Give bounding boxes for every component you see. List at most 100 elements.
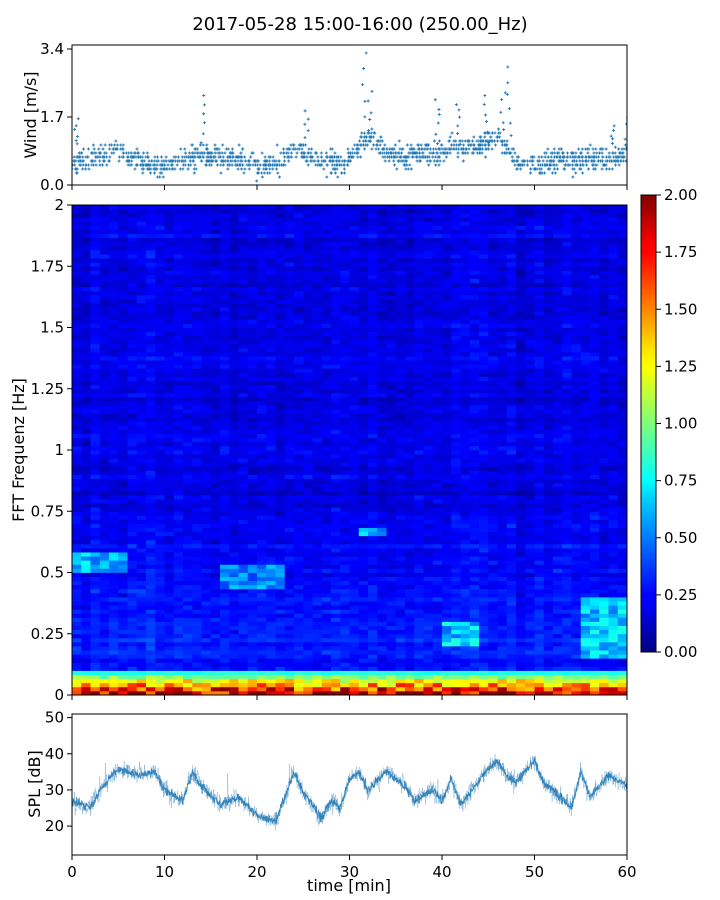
spectrogram-cell bbox=[266, 613, 276, 618]
spectrogram-cell bbox=[229, 335, 239, 341]
spectrogram-cell bbox=[192, 209, 202, 214]
spectrogram-cell bbox=[303, 588, 313, 594]
spectrogram-cell bbox=[247, 474, 258, 479]
spectrogram-cell bbox=[257, 274, 267, 279]
spectrogram-cell bbox=[136, 588, 147, 594]
spectrogram-cell bbox=[201, 205, 212, 210]
spectrogram-cell bbox=[284, 478, 295, 484]
wind-point bbox=[270, 163, 274, 167]
spectrogram-cell bbox=[183, 666, 193, 671]
wind-point bbox=[313, 159, 317, 163]
spectrogram-cell bbox=[155, 548, 165, 553]
spectrogram-cell bbox=[164, 217, 175, 222]
wind-point bbox=[580, 159, 584, 163]
spectrogram-cell bbox=[247, 490, 258, 496]
spectrogram-cell bbox=[284, 205, 295, 210]
spectrogram-cell bbox=[136, 384, 147, 390]
spectrogram-cell bbox=[266, 429, 276, 435]
spectrogram-cell bbox=[155, 523, 165, 528]
spectrogram-cell bbox=[164, 384, 175, 390]
spectrogram-cell bbox=[99, 384, 110, 390]
wind-point bbox=[329, 147, 333, 151]
wind-point bbox=[457, 143, 461, 147]
wind-point bbox=[609, 134, 613, 138]
spectrogram-cell bbox=[155, 474, 165, 479]
spectrogram-cell bbox=[155, 572, 165, 577]
spectrogram-cell bbox=[284, 396, 295, 402]
spectrogram-cell bbox=[155, 217, 165, 222]
spectrogram-cell bbox=[201, 364, 212, 369]
spectrogram-cell bbox=[284, 601, 295, 606]
spectrogram-cell bbox=[164, 372, 175, 377]
wind-point bbox=[240, 155, 244, 159]
wind-point bbox=[485, 139, 489, 143]
spectrogram-cell bbox=[247, 478, 258, 484]
spectrogram-cell bbox=[257, 384, 267, 390]
spectrogram-cell bbox=[81, 303, 91, 308]
wind-point bbox=[409, 167, 413, 171]
spectrogram-cell bbox=[90, 217, 101, 222]
spectrogram-cell bbox=[210, 433, 221, 439]
spectrogram-cell bbox=[90, 258, 101, 263]
wind-point bbox=[237, 143, 241, 147]
spectrogram-cell bbox=[183, 278, 193, 283]
spectrogram-cell bbox=[164, 531, 175, 537]
spectrogram-cell bbox=[321, 584, 332, 590]
wind-point bbox=[236, 167, 240, 171]
spectrogram-cell bbox=[220, 376, 230, 381]
spectrogram-cell bbox=[229, 641, 239, 647]
spectrogram-cell bbox=[118, 458, 128, 463]
spectrogram-cell bbox=[127, 343, 138, 349]
spectrogram-cell bbox=[210, 588, 221, 594]
wind-point bbox=[397, 159, 401, 163]
spectrogram-cell bbox=[294, 458, 304, 463]
spectrogram-cell bbox=[321, 221, 332, 226]
spectrogram-cell bbox=[303, 286, 313, 292]
spectrogram-cell bbox=[81, 519, 91, 524]
spectrogram-cell bbox=[146, 335, 156, 341]
spectrogram-cell bbox=[303, 225, 313, 230]
spectrogram-cell bbox=[238, 470, 249, 475]
wind-point bbox=[209, 155, 213, 159]
spectrogram-cell bbox=[321, 658, 332, 663]
spectrogram-cell bbox=[183, 478, 193, 484]
spectrogram-cell bbox=[81, 360, 91, 365]
wind-point bbox=[531, 159, 535, 163]
spectrogram-cell bbox=[294, 356, 304, 361]
wind-point bbox=[330, 155, 334, 159]
wind-point bbox=[607, 167, 611, 171]
spectrogram-cell bbox=[321, 454, 332, 459]
spectrogram-cell bbox=[312, 601, 323, 606]
spectrogram-cell bbox=[109, 641, 119, 647]
spectrogram-cell bbox=[136, 486, 147, 492]
spectrogram-cell bbox=[136, 543, 147, 549]
spectrogram-cell bbox=[146, 221, 156, 226]
wind-point bbox=[342, 171, 346, 175]
spectrogram-cell bbox=[294, 678, 304, 684]
spectrogram-cell bbox=[72, 209, 82, 214]
wind-point bbox=[359, 155, 363, 159]
spectrogram-cell bbox=[192, 543, 202, 549]
wind-point bbox=[404, 167, 408, 171]
spectrogram-cell bbox=[183, 674, 193, 680]
spectrogram-cell bbox=[90, 588, 101, 594]
spectrogram-cell bbox=[72, 678, 82, 684]
spectrogram-cell bbox=[155, 323, 165, 328]
spectrogram-cell bbox=[284, 588, 295, 594]
spectrogram-cell bbox=[275, 654, 286, 659]
spectrogram-cell bbox=[312, 499, 323, 504]
spectrogram-cell bbox=[164, 486, 175, 492]
spectrogram-cell bbox=[72, 564, 82, 569]
spectrogram-cell bbox=[99, 646, 110, 651]
spectrogram-cell bbox=[164, 597, 175, 602]
spectrogram-cell bbox=[275, 205, 286, 210]
spectrogram-cell bbox=[127, 384, 138, 390]
wind-point bbox=[478, 147, 482, 151]
spectrogram-cell bbox=[294, 392, 304, 398]
spectrogram-cell bbox=[312, 556, 323, 561]
spectrogram-cell bbox=[173, 601, 184, 606]
spectrogram-cell bbox=[247, 462, 258, 467]
wind-point bbox=[525, 163, 529, 167]
spectrogram-cell bbox=[247, 429, 258, 435]
wind-point bbox=[511, 159, 515, 163]
